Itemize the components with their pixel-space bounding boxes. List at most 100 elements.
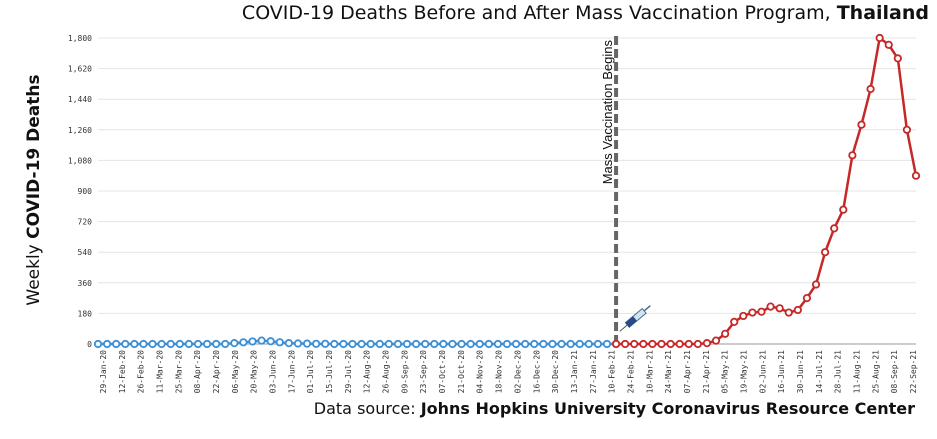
x-tick-label: 15-Jul-20	[325, 350, 334, 394]
y-tick-label: 1,440	[68, 95, 92, 104]
series-before-point	[393, 339, 403, 349]
data-source-prefix: Data source:	[313, 399, 421, 418]
series-before-point	[384, 339, 393, 349]
x-tick-label: 21-Apr-21	[702, 350, 711, 394]
series-after-line	[616, 35, 918, 346]
series-before-point	[239, 338, 248, 347]
series-before-point	[248, 337, 257, 346]
x-tick-label: 29-Jan-20	[99, 350, 108, 394]
series-after-point	[684, 339, 693, 349]
x-tick-label: 11-Mar-20	[156, 350, 165, 394]
series-after-point	[639, 339, 648, 349]
series-after-point	[711, 336, 721, 345]
x-tick-label: 23-Sep-20	[419, 350, 428, 394]
series-after-point	[902, 125, 912, 134]
series-after-point	[621, 339, 630, 349]
series-after-point	[702, 339, 712, 348]
y-tick-label: 1,260	[68, 126, 92, 135]
x-tick-label: 03-Jun-20	[269, 350, 278, 394]
series-after-point	[848, 151, 857, 160]
data-source-bold: Johns Hopkins University Coronavirus Res…	[420, 399, 915, 418]
series-before-point	[548, 339, 557, 349]
series-before-point	[112, 339, 121, 349]
series-before-line	[98, 339, 617, 346]
series-before-point	[202, 339, 212, 349]
series-after-point	[748, 308, 757, 317]
series-before-point	[475, 339, 484, 349]
series-before-point	[439, 339, 448, 349]
x-tick-label: 05-May-21	[721, 350, 730, 394]
series-after-point	[784, 308, 793, 317]
x-tick-label: 17-Jun-20	[287, 350, 296, 394]
series-before-point	[166, 339, 175, 349]
series-before-point	[102, 339, 112, 349]
x-tick-label: 24-Feb-21	[626, 350, 635, 394]
series-before-point	[130, 339, 139, 349]
series-after-point	[757, 307, 766, 316]
series-after-point	[721, 329, 730, 338]
series-before-point	[212, 339, 221, 349]
x-tick-label: 26-Feb-20	[137, 350, 146, 394]
x-tick-label: 08-Sep-21	[890, 350, 899, 394]
x-tick-label: 10-Feb-21	[608, 350, 617, 394]
syringe-plunger	[643, 305, 651, 312]
series-before-point	[484, 339, 493, 349]
series-before-point	[466, 339, 475, 349]
series-after-point	[839, 205, 848, 214]
series-before-point	[457, 339, 466, 349]
chart-title-country: Thailand	[836, 2, 929, 24]
x-tick-label: 01-Jul-20	[306, 350, 315, 394]
x-tick-label: 25-Aug-21	[871, 350, 880, 394]
x-tick-label: 12-Aug-20	[363, 350, 372, 394]
series-after-point	[830, 224, 839, 233]
series-before-point	[566, 339, 575, 349]
x-tick-label: 26-Aug-20	[382, 350, 391, 394]
x-tick-label: 20-May-20	[250, 350, 259, 394]
x-tick-label: 28-Jul-21	[834, 350, 843, 394]
series-before-point	[430, 339, 439, 349]
x-tick-label: 22-Sep-21	[909, 350, 918, 394]
y-tick-label: 0	[87, 340, 92, 349]
x-tick-label: 19-May-21	[739, 350, 748, 394]
series-before-point	[157, 339, 166, 349]
series-before-point	[230, 339, 239, 348]
y-tick-label: 1,620	[68, 65, 92, 74]
x-tick-label: 18-Nov-20	[495, 350, 504, 394]
x-tick-label: 11-Aug-21	[852, 350, 861, 394]
series-after-point	[884, 40, 893, 49]
x-tick-label: 10-Mar-21	[645, 350, 654, 394]
series-before-point	[330, 339, 339, 349]
series-after-point	[648, 339, 657, 349]
series-before-point	[175, 339, 184, 349]
y-tick-label: 540	[78, 248, 93, 257]
series-before-point	[221, 339, 230, 349]
series-before-point	[421, 339, 430, 349]
series-before-point	[521, 339, 530, 349]
chart-title: COVID-19 Deaths Before and After Mass Va…	[0, 2, 937, 24]
series-before-point	[448, 339, 457, 349]
series-before-point	[93, 339, 103, 349]
series-before-point	[402, 339, 412, 349]
series-after-point	[611, 339, 621, 349]
series-after-point	[693, 339, 702, 349]
series-after-point	[657, 339, 666, 349]
series-before-point	[148, 339, 157, 349]
x-tick-label: 22-Apr-20	[212, 350, 221, 394]
series-after-point	[666, 339, 675, 349]
series-before-point	[312, 339, 321, 348]
series-before-point	[602, 339, 612, 349]
x-tick-label: 30-Dec-20	[551, 350, 560, 394]
series-before-point	[193, 339, 203, 349]
x-tick-label: 02-Jun-21	[758, 350, 767, 394]
x-tick-label: 24-Mar-21	[664, 350, 673, 394]
x-tick-label: 29-Jul-20	[344, 350, 353, 394]
series-after-point	[675, 339, 684, 349]
series-before-point	[375, 339, 384, 349]
series-after-point	[739, 311, 748, 321]
x-tick-label: 16-Jun-21	[777, 350, 786, 394]
x-tick-label: 27-Jan-21	[589, 350, 598, 394]
series-before-point	[511, 339, 521, 349]
series-before-point	[575, 339, 584, 349]
